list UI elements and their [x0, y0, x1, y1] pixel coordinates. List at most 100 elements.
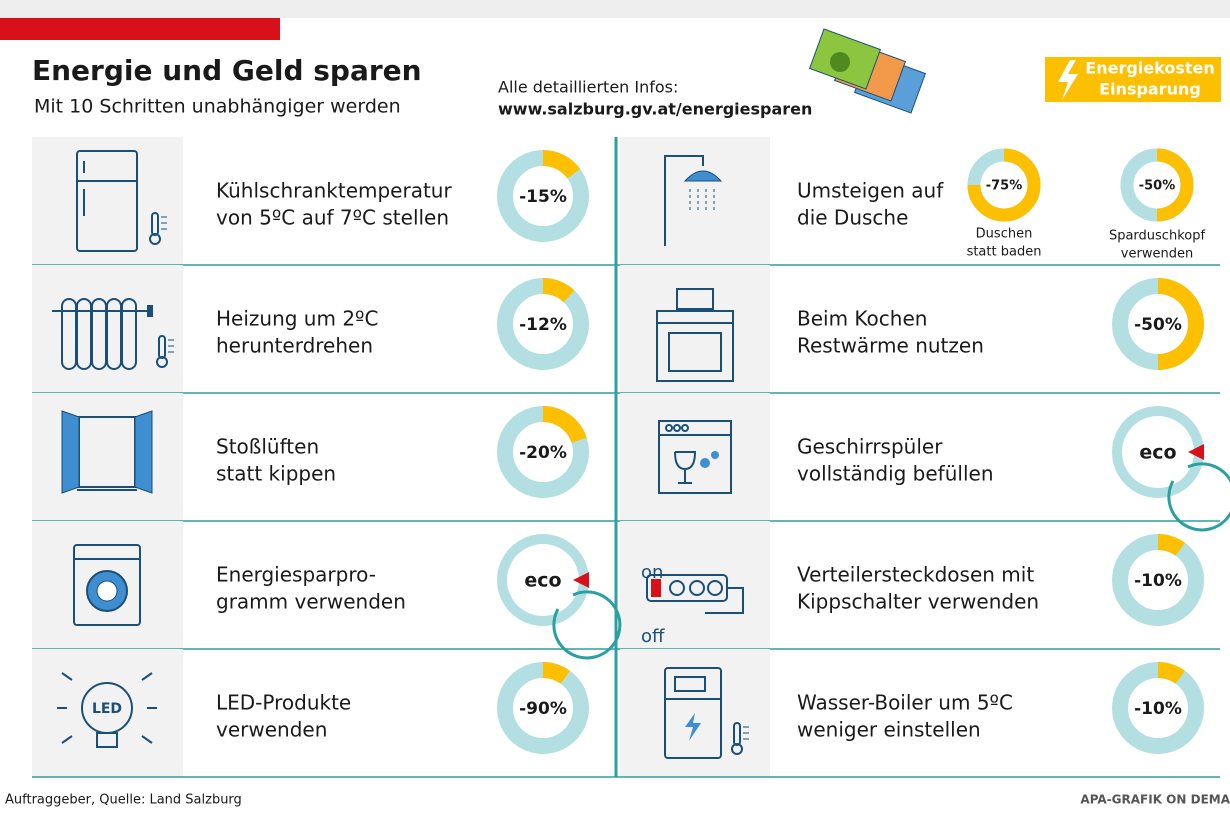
item-text: verwenden: [216, 718, 327, 742]
donut-label: -12%: [519, 315, 567, 335]
ray: [61, 672, 73, 681]
donut-segment: [1156, 148, 1194, 222]
icon-bg: [32, 649, 183, 777]
icon: [656, 288, 734, 382]
dial-arc: [1167, 462, 1230, 532]
top-band: [0, 0, 1230, 18]
dishwasher: [658, 420, 732, 494]
pipe: [664, 155, 704, 246]
donut-label: -10%: [1134, 571, 1182, 591]
red-bar: [0, 18, 280, 40]
icon-bg: [620, 265, 770, 393]
button: [665, 424, 673, 432]
icon: [658, 420, 732, 494]
ray: [141, 735, 153, 744]
item-text: Umsteigen auf: [797, 179, 944, 203]
item-text: Stoßlüften: [216, 435, 319, 459]
dial-inner: [1122, 416, 1194, 488]
item-text: gramm verwenden: [216, 590, 406, 614]
item-text: Heizung um 2ºC: [216, 307, 378, 331]
donut-label: -75%: [986, 179, 1023, 194]
item-text: vollständig befüllen: [797, 462, 994, 486]
drop: [700, 458, 710, 468]
glass: [674, 451, 697, 484]
item-text: Kippschalter verwenden: [797, 590, 1039, 614]
dial-inner: [507, 544, 579, 616]
donut-segment: [542, 662, 571, 684]
donut-segment: [542, 278, 575, 303]
icon: [646, 574, 744, 614]
item-text: Restwärme nutzen: [797, 334, 984, 358]
donut-label: -15%: [519, 187, 567, 207]
icon-label: off: [641, 626, 665, 647]
drum-inner: [96, 580, 118, 602]
thermometer-bulb: [731, 743, 743, 755]
item-text: weniger einstellen: [797, 718, 981, 742]
icon-bg: [620, 521, 770, 649]
dial-label: eco: [524, 570, 561, 592]
donut-caption: Sparduschkopf: [1109, 229, 1206, 244]
item-text: Kühlschranktemperatur: [216, 179, 452, 203]
socket: [669, 580, 685, 596]
drop: [711, 451, 719, 459]
switch: [651, 579, 661, 597]
donut-segment: [542, 150, 581, 179]
pot: [676, 288, 714, 310]
donut-segment: [967, 148, 1041, 222]
item-text: statt kippen: [216, 462, 336, 486]
icon-bg: [32, 137, 183, 265]
fridge: [76, 150, 138, 252]
donut-label: -90%: [519, 699, 567, 719]
item-text: herunterdrehen: [216, 334, 373, 358]
socket: [707, 580, 723, 596]
icon: [664, 667, 749, 759]
display: [674, 676, 706, 692]
button: [673, 424, 681, 432]
valve: [147, 305, 153, 317]
badge-line: Energiekosten: [1085, 59, 1214, 78]
bolt: [685, 713, 701, 741]
shower-head: [683, 170, 723, 182]
washer: [73, 544, 141, 626]
badge-line: Einsparung: [1099, 80, 1201, 99]
dial-pointer: [573, 572, 589, 588]
item-text: Verteilersteckdosen mit: [797, 563, 1034, 587]
icon-bg: [620, 137, 770, 265]
icon: [52, 298, 174, 370]
item-text: von 5ºC auf 7ºC stellen: [216, 206, 449, 230]
icon: [664, 155, 723, 246]
source: Auftraggeber, Quelle: Land Salzburg: [5, 793, 242, 808]
stove: [656, 310, 734, 382]
icon: [57, 672, 157, 748]
donut-segment: [1157, 278, 1204, 370]
donut-segment: [542, 406, 587, 444]
boiler: [664, 667, 722, 759]
radiator-fin: [121, 298, 137, 370]
ray: [141, 672, 153, 681]
info-label: Alle detaillierten Infos:: [498, 78, 678, 97]
item-text: Geschirrspüler: [797, 435, 943, 459]
donut-caption: statt baden: [967, 245, 1042, 260]
socket: [689, 580, 705, 596]
icon: [73, 544, 141, 626]
bolt: [1058, 60, 1078, 100]
item-text: Beim Kochen: [797, 307, 927, 331]
dial-arc: [552, 590, 622, 660]
icon-bg: [32, 393, 183, 521]
donut-label: -50%: [1134, 315, 1182, 335]
info-url: www.salzburg.gv.at/energiesparen: [498, 100, 812, 119]
item-text: Wasser-Boiler um 5ºC: [797, 691, 1013, 715]
icon-label: LED: [92, 701, 122, 717]
donut-caption: Duschen: [976, 227, 1033, 242]
item-text: die Dusche: [797, 206, 908, 230]
bulb-base: [96, 732, 118, 748]
dial-pointer: [1188, 444, 1204, 460]
button: [681, 424, 689, 432]
donut-segment: [1157, 534, 1186, 556]
thermometer-bulb: [156, 356, 168, 368]
item-text: LED-Produkte: [216, 691, 351, 715]
dial-label: eco: [1139, 442, 1176, 464]
shutter: [134, 410, 153, 494]
oven-window: [668, 332, 722, 372]
